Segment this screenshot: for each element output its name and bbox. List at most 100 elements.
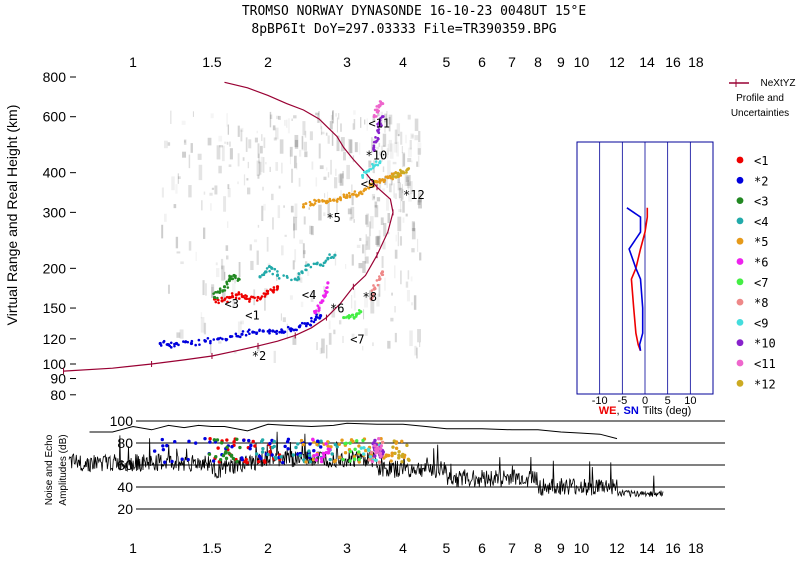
background-trace-mark — [373, 196, 375, 199]
amp-echo-point — [329, 445, 333, 449]
background-trace-mark — [301, 136, 304, 150]
background-trace-mark — [319, 302, 321, 308]
background-trace-mark — [374, 205, 379, 218]
amp-echo-point — [373, 444, 377, 448]
background-trace-mark — [294, 139, 299, 149]
background-trace-mark — [378, 151, 381, 156]
background-trace-mark — [393, 183, 395, 198]
amp-echo-point — [397, 449, 401, 454]
echo-point — [228, 274, 231, 278]
background-trace-mark — [291, 168, 294, 183]
background-trace-mark — [416, 347, 418, 359]
background-trace-mark — [413, 295, 417, 310]
amp-echo-point — [335, 445, 339, 449]
amp-echo-point — [362, 446, 366, 450]
amp-echo-point — [384, 453, 389, 457]
echo-point — [272, 288, 276, 292]
background-trace-mark — [342, 335, 344, 343]
amp-echo-point — [357, 450, 361, 454]
echo-point — [304, 202, 308, 205]
background-trace-mark — [215, 268, 220, 278]
echo-point — [324, 294, 327, 297]
background-trace-mark — [332, 111, 334, 120]
background-trace-mark — [406, 174, 411, 186]
echo-point — [258, 329, 261, 333]
background-trace-mark — [315, 177, 318, 187]
echo-point — [360, 192, 364, 196]
echo-point — [375, 180, 379, 183]
background-trace-mark — [371, 137, 373, 153]
echo-point — [266, 289, 270, 293]
echo-point — [215, 291, 219, 294]
background-trace-mark — [401, 152, 406, 168]
background-trace-mark — [294, 134, 299, 148]
echo-point — [380, 101, 385, 106]
background-trace-mark — [414, 135, 419, 141]
background-trace-mark — [269, 166, 271, 173]
echo-point — [318, 314, 323, 318]
annotation-<11: <11 — [368, 116, 390, 130]
background-trace-mark — [340, 123, 342, 132]
background-trace-mark — [378, 142, 381, 147]
amp-echo-point — [254, 452, 259, 456]
background-trace-mark — [387, 340, 391, 349]
background-trace-mark — [300, 301, 304, 308]
amp-echo-point — [256, 460, 261, 464]
background-trace-mark — [387, 212, 390, 224]
background-trace-mark — [378, 230, 381, 240]
background-trace-mark — [401, 145, 403, 154]
echo-point — [234, 293, 238, 297]
background-trace-mark — [336, 135, 340, 152]
amp-echo-point — [207, 452, 212, 456]
echo-point — [405, 171, 408, 174]
echo-point — [258, 297, 262, 301]
top-x-tick-9: 9 — [557, 54, 565, 70]
background-trace-mark — [408, 193, 412, 202]
background-trace-mark — [181, 120, 186, 125]
background-trace-mark — [384, 119, 386, 133]
echo-point — [372, 144, 376, 147]
echo-point — [234, 332, 238, 336]
background-trace-mark — [417, 148, 421, 156]
background-trace-mark — [407, 180, 409, 194]
echo-point — [263, 295, 267, 298]
echo-point — [245, 294, 248, 298]
amp-echo-point — [260, 438, 265, 442]
echo-point — [312, 203, 315, 207]
background-trace-mark — [243, 174, 246, 186]
amp-echo-point — [161, 444, 165, 448]
background-trace-mark — [391, 292, 394, 296]
echo-point — [253, 330, 256, 334]
amp-echo-point — [348, 449, 353, 454]
background-trace-mark — [293, 155, 297, 169]
background-trace-mark — [411, 248, 415, 253]
echo-point — [375, 115, 378, 118]
background-trace-mark — [388, 116, 391, 132]
series-7 — [369, 270, 385, 301]
background-trace-mark — [267, 263, 271, 266]
bottom-x-tick-2: 2 — [264, 540, 272, 556]
amp-echo-point — [296, 442, 300, 446]
background-trace-mark — [192, 111, 194, 117]
amp-echo-point — [341, 457, 345, 462]
background-trace-mark — [383, 145, 385, 148]
background-trace-mark — [200, 317, 205, 333]
echo-point — [355, 312, 359, 315]
background-trace-mark — [237, 153, 240, 167]
background-trace-mark — [256, 160, 261, 176]
background-trace-mark — [372, 342, 374, 347]
amp-echo-point — [330, 452, 334, 456]
background-trace-mark — [335, 168, 337, 176]
echo-point — [275, 332, 278, 335]
background-trace-mark — [218, 341, 222, 344]
echo-point — [309, 265, 313, 269]
echo-point — [376, 136, 380, 140]
series-11 — [391, 167, 411, 179]
echo-point — [357, 193, 360, 197]
background-trace-mark — [281, 245, 284, 256]
legend-title-line-3: Uncertainties — [731, 108, 789, 119]
background-trace-mark — [407, 270, 410, 280]
echo-point — [305, 322, 310, 326]
background-trace-mark — [401, 184, 404, 194]
background-trace-mark — [398, 133, 400, 137]
